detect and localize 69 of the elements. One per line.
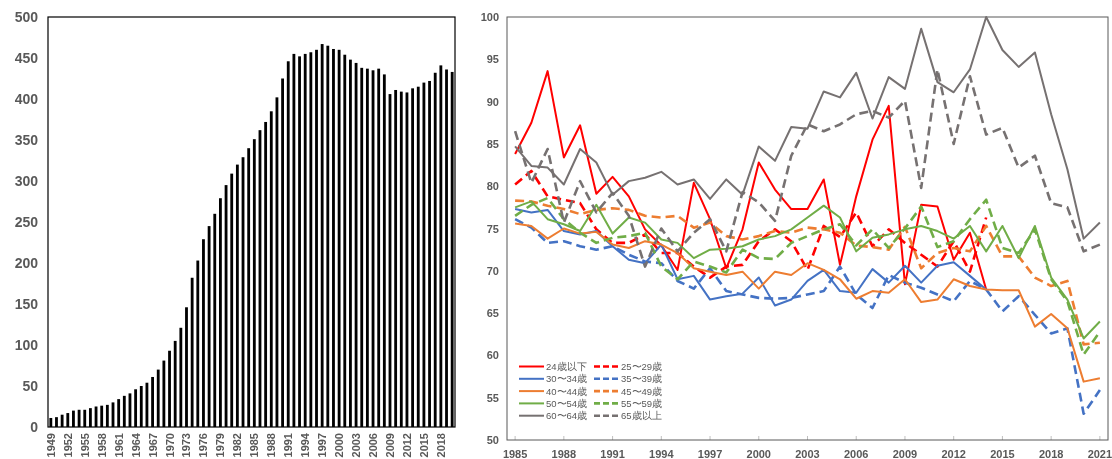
- y-tick-label: 300: [14, 173, 39, 189]
- x-tick-label: 1994: [649, 448, 675, 459]
- x-tick-label: 2000: [746, 448, 772, 459]
- x-tick-label: 1976: [197, 433, 210, 458]
- y-tick-label: 75: [486, 222, 499, 235]
- legend-label: 55〜59歳: [621, 397, 663, 409]
- x-tick-label: 2003: [350, 433, 363, 458]
- x-tick-label: 1958: [95, 433, 108, 458]
- x-tick-label: 1967: [146, 433, 159, 458]
- x-tick-label: 1949: [44, 433, 57, 458]
- y-tick-label: 90: [486, 95, 499, 108]
- x-tick-label: 1961: [112, 433, 125, 458]
- x-tick-label: 2003: [795, 448, 820, 459]
- x-tick-label: 1964: [129, 432, 142, 458]
- x-tick-label: 1970: [163, 433, 176, 458]
- x-tick-label: 2006: [843, 448, 869, 459]
- y-tick-label: 50: [486, 434, 499, 446]
- x-tick-label: 1955: [78, 433, 91, 458]
- x-tick-label: 2012: [941, 448, 966, 459]
- legend-label: 45〜49歳: [621, 385, 663, 397]
- y-tick-label: 0: [30, 419, 39, 435]
- y-tick-label: 60: [486, 349, 499, 362]
- x-tick-label: 1994: [299, 432, 312, 458]
- legend-label: 35〜39歳: [621, 373, 663, 385]
- x-tick-label: 2015: [417, 433, 430, 458]
- y-tick-label: 350: [14, 132, 39, 148]
- x-tick-label: 2018: [1038, 448, 1064, 459]
- x-tick-label: 1985: [502, 448, 528, 459]
- y-tick-label: 250: [14, 214, 39, 230]
- x-tick-label: 1982: [231, 433, 244, 458]
- x-tick-label: 2021: [1087, 448, 1112, 459]
- x-tick-label: 2015: [990, 448, 1015, 459]
- x-tick-label: 1973: [180, 433, 193, 458]
- x-tick-label: 1952: [61, 433, 74, 458]
- x-tick-label: 1988: [265, 433, 278, 458]
- x-tick-label: 1988: [551, 448, 577, 459]
- y-tick-label: 95: [486, 53, 499, 66]
- x-tick-label: 2009: [383, 433, 396, 458]
- y-tick-label: 100: [14, 337, 39, 353]
- legend-label: 30〜34歳: [546, 373, 588, 385]
- y-tick-label: 150: [14, 296, 39, 312]
- legend-label: 65歳以上: [621, 410, 662, 422]
- y-tick-label: 70: [486, 264, 499, 277]
- y-tick-label: 500: [14, 9, 39, 25]
- y-tick-label: 450: [14, 50, 39, 66]
- y-tick-label: 100: [480, 11, 499, 23]
- y-tick-label: 80: [486, 180, 499, 193]
- x-tick-label: 1997: [697, 448, 723, 459]
- x-tick-label: 1991: [282, 433, 295, 458]
- x-tick-label: 1997: [316, 433, 329, 458]
- x-tick-label: 2009: [892, 448, 918, 459]
- x-tick-label: 2006: [367, 433, 380, 458]
- x-tick-label: 1991: [600, 448, 625, 459]
- legend-label: 50〜54歳: [546, 397, 588, 409]
- y-tick-label: 400: [14, 91, 39, 107]
- legend-label: 24歳以下: [546, 361, 587, 372]
- y-tick-label: 55: [486, 391, 499, 404]
- legend-label: 60〜64歳: [546, 410, 588, 422]
- x-tick-label: 1979: [214, 433, 227, 458]
- legend-label: 40〜44歳: [546, 385, 588, 397]
- y-tick-label: 200: [14, 255, 39, 271]
- x-tick-label: 2000: [333, 433, 346, 458]
- y-tick-label: 85: [486, 137, 499, 150]
- x-tick-label: 1985: [248, 433, 261, 458]
- y-tick-label: 50: [22, 378, 39, 394]
- x-tick-label: 2012: [400, 433, 413, 458]
- legend-label: 25〜29歳: [621, 361, 663, 372]
- y-tick-label: 65: [486, 307, 499, 320]
- x-tick-label: 2018: [434, 433, 447, 458]
